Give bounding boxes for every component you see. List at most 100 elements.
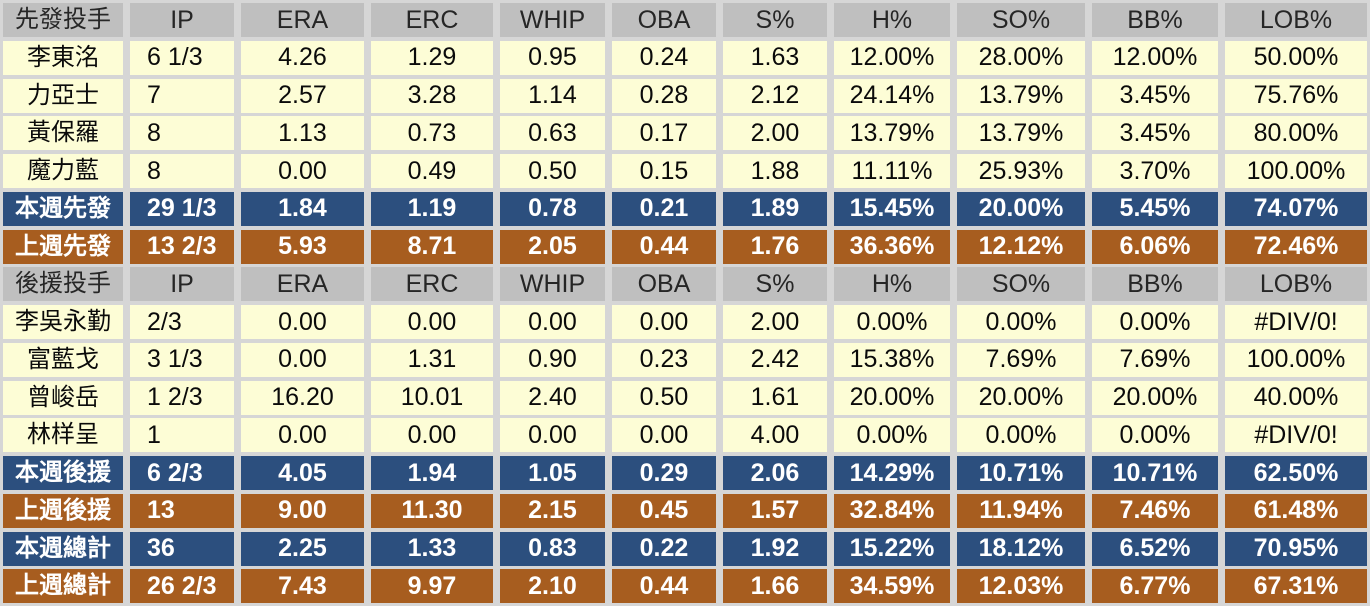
column-header-cell: OBA	[612, 3, 716, 37]
stat-cell: 10.71%	[957, 456, 1085, 490]
stat-cell: 13.79%	[957, 78, 1085, 113]
stat-cell: 0.29	[612, 456, 716, 490]
stat-cell: 20.00%	[1092, 380, 1218, 415]
stat-cell: 0.00	[500, 305, 605, 339]
stat-cell: 0.45	[612, 493, 716, 528]
stat-cell: 0.90	[500, 342, 605, 377]
stat-cell: 1.33	[371, 531, 493, 566]
pitching-stats-table: 先發投手 IP ERA ERC WHIP OBA S% H% SO% BB% LOB% 李東洺 6 1/…	[3, 3, 1367, 604]
player-name-cell: 富藍戈	[3, 342, 123, 377]
player-name-cell: 李吳永勤	[3, 305, 123, 339]
stat-cell: 0.15	[612, 154, 716, 188]
stat-cell: 2.57	[241, 78, 364, 113]
stat-cell: 72.46%	[1225, 229, 1367, 264]
column-header-cell: ERA	[241, 267, 364, 302]
stat-cell: 3.70%	[1092, 154, 1218, 188]
stat-cell: 2.15	[500, 493, 605, 528]
stat-cell: 8.71	[371, 229, 493, 264]
stat-cell: 7.46%	[1092, 493, 1218, 528]
stat-cell: 0.00	[241, 305, 364, 339]
stat-cell: 0.00	[500, 418, 605, 453]
stat-cell: 16.20	[241, 380, 364, 415]
stat-cell: 6.77%	[1092, 569, 1218, 604]
stat-cell: 2.42	[723, 342, 827, 377]
stat-cell: 2/3	[130, 305, 234, 339]
stat-cell: 0.00	[241, 154, 364, 188]
stat-cell: 1.14	[500, 78, 605, 113]
stat-cell: 14.29%	[834, 456, 950, 490]
stat-cell: 100.00%	[1225, 154, 1367, 188]
stat-cell: 80.00%	[1225, 116, 1367, 151]
stat-cell: 0.83	[500, 531, 605, 566]
player-name-cell: 黃保羅	[3, 116, 123, 151]
stat-cell: 0.28	[612, 78, 716, 113]
stat-cell: 0.00%	[957, 305, 1085, 339]
summary-label-cell: 上週總計	[3, 569, 123, 604]
stat-cell: 0.00	[371, 305, 493, 339]
stat-cell: 1	[130, 418, 234, 453]
section-header-cell: 先發投手	[3, 3, 123, 37]
stat-cell: 36	[130, 531, 234, 566]
stat-cell: 0.95	[500, 40, 605, 75]
stat-cell: 6 2/3	[130, 456, 234, 490]
stat-cell: 8	[130, 116, 234, 151]
stat-cell: 34.59%	[834, 569, 950, 604]
stat-cell: 13.79%	[957, 116, 1085, 151]
stat-cell: 0.00%	[834, 305, 950, 339]
column-header-cell: H%	[834, 3, 950, 37]
stat-cell: 4.05	[241, 456, 364, 490]
stat-cell: 0.21	[612, 191, 716, 226]
stat-cell: 62.50%	[1225, 456, 1367, 490]
stat-cell: 28.00%	[957, 40, 1085, 75]
stat-cell: 0.22	[612, 531, 716, 566]
summary-label-cell: 本週後援	[3, 456, 123, 490]
stat-cell: 25.93%	[957, 154, 1085, 188]
stat-cell: 100.00%	[1225, 342, 1367, 377]
stat-cell: 50.00%	[1225, 40, 1367, 75]
stat-cell: 4.26	[241, 40, 364, 75]
stat-cell: 20.00%	[957, 380, 1085, 415]
stat-cell: 1.88	[723, 154, 827, 188]
stat-cell: 1.19	[371, 191, 493, 226]
stat-cell: 3.45%	[1092, 116, 1218, 151]
player-name-cell: 李東洺	[3, 40, 123, 75]
stat-cell: 1.13	[241, 116, 364, 151]
stat-cell: 12.00%	[1092, 40, 1218, 75]
stat-cell: 2.40	[500, 380, 605, 415]
column-header-cell: OBA	[612, 267, 716, 302]
stat-cell: 2.12	[723, 78, 827, 113]
stat-cell: 2.05	[500, 229, 605, 264]
column-header-cell: IP	[130, 3, 234, 37]
stat-cell: 11.30	[371, 493, 493, 528]
stat-cell: #DIV/0!	[1225, 305, 1367, 339]
stat-cell: 2.10	[500, 569, 605, 604]
stat-cell: 0.00%	[1092, 305, 1218, 339]
stat-cell: 6.52%	[1092, 531, 1218, 566]
stat-cell: 10.01	[371, 380, 493, 415]
stat-cell: 0.23	[612, 342, 716, 377]
stat-cell: 15.38%	[834, 342, 950, 377]
stat-cell: 18.12%	[957, 531, 1085, 566]
stat-cell: 1.29	[371, 40, 493, 75]
stat-cell: 2.00	[723, 116, 827, 151]
stat-cell: 36.36%	[834, 229, 950, 264]
stat-cell: 75.76%	[1225, 78, 1367, 113]
stat-cell: 7.43	[241, 569, 364, 604]
stat-cell: 0.44	[612, 229, 716, 264]
stat-cell: 3 1/3	[130, 342, 234, 377]
stat-cell: 6.06%	[1092, 229, 1218, 264]
stat-cell: 0.00	[371, 418, 493, 453]
stat-cell: 1.57	[723, 493, 827, 528]
stat-cell: 9.97	[371, 569, 493, 604]
column-header-cell: BB%	[1092, 267, 1218, 302]
stat-cell: 5.93	[241, 229, 364, 264]
stat-cell: 2.25	[241, 531, 364, 566]
stat-cell: 13 2/3	[130, 229, 234, 264]
column-header-cell: SO%	[957, 3, 1085, 37]
stat-cell: 13	[130, 493, 234, 528]
stat-cell: 2.00	[723, 305, 827, 339]
stat-cell: 29 1/3	[130, 191, 234, 226]
stat-cell: 3.45%	[1092, 78, 1218, 113]
stat-cell: 1.61	[723, 380, 827, 415]
